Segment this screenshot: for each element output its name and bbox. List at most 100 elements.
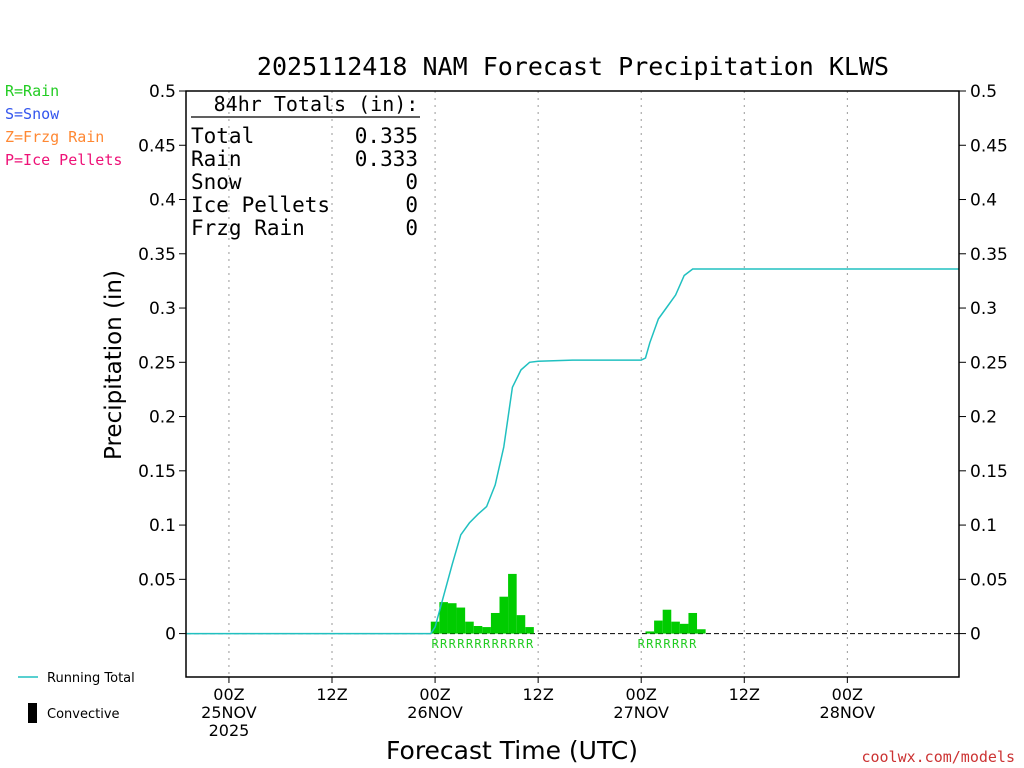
totals-row-label: Rain [191,147,242,171]
type-legend-item: R=Rain [5,82,59,100]
precip-type-mark: R [449,637,457,651]
precip-bar [482,627,491,634]
x-tick-label: 12Z [522,685,553,704]
y-tick-label-left: 0 [165,625,176,645]
precip-bar [439,602,448,634]
y-tick-label-left: 0.25 [138,353,176,373]
y-axis-label: Precipitation (in) [101,270,127,460]
y-tick-label-left: 0.1 [149,516,176,536]
precip-type-mark: R [509,637,517,651]
precip-type-legend: R=Rain S=Snow Z=Frzg Rain P=Ice Pellets [5,82,122,169]
y-tick-label-right: 0.25 [970,353,1008,373]
x-tick-label: 27NOV [613,703,669,722]
precip-type-mark: R [681,637,689,651]
y-tick-label-left: 0.3 [149,299,176,319]
credit-text: coolwx.com/models [861,748,1015,766]
precip-bar [688,612,698,634]
x-axis-label: Forecast Time (UTC) [386,736,638,765]
y-tick-label-left: 0.5 [149,82,176,102]
precip-bar [456,607,466,634]
precip-bar [508,573,517,634]
precip-bar [499,596,509,634]
precip-bar [447,603,457,634]
type-legend-item: P=Ice Pellets [5,151,122,169]
x-tick-label: 00Z [213,685,244,704]
totals-row-value: 0 [405,193,418,217]
precip-type-mark: R [492,637,500,651]
y-tick-label-left: 0.35 [138,245,176,265]
precip-bar [465,621,474,634]
x-tick-label: 25NOV [201,703,257,722]
precip-type-mark: R [500,637,508,651]
precip-type-mark: R [483,637,491,651]
x-tick-label: 00Z [832,685,863,704]
y-tick-label-right: 0.3 [970,299,997,319]
totals-row-value: 0 [405,216,418,240]
y-tick-label-right: 0.4 [970,191,997,211]
precip-type-mark: R [474,637,482,651]
precip-bar [473,625,483,634]
y-tick-label-left: 0.05 [138,570,176,590]
precip-bar [697,629,706,634]
x-tick-label: 2025 [209,721,250,740]
x-tick-label: 00Z [626,685,657,704]
totals-row-label: Total [191,124,254,148]
running-total-line [186,268,959,635]
precip-type-mark: R [526,637,534,651]
y-axis-right: 0 0.05 0.1 0.15 0.2 0.25 0.3 0.35 0.4 0.45 0.5 [959,82,1008,645]
precip-bar [654,620,663,634]
y-axis-left: 0 0.05 0.1 0.15 0.2 0.25 0.3 0.35 0.4 0.45 0.5 [138,82,186,645]
y-tick-label-left: 0.45 [138,136,176,156]
y-tick-label-right: 0.5 [970,82,997,102]
precip-bar [525,627,534,634]
precip-bar [645,631,655,634]
y-tick-label-right: 0.35 [970,245,1008,265]
x-tick-label: 26NOV [407,703,463,722]
y-tick-label-right: 0.05 [970,570,1008,590]
type-legend-item: Z=Frzg Rain [5,128,104,146]
totals-row-value: 0.333 [355,147,418,171]
precip-bar [679,623,689,634]
totals-heading: 84hr Totals (in): [214,92,419,116]
totals-row-label: Frzg Rain [191,216,305,240]
y-tick-label-left: 0.15 [138,462,176,482]
series-legend-label: Convective [47,707,120,722]
y-tick-label-left: 0.4 [149,191,176,211]
precip-type-mark: R [672,637,680,651]
series-legend-label: Running Total [47,671,135,686]
series-legend: Running Total Convective [18,671,135,723]
legend-bar-swatch [28,703,37,723]
precip-type-mark: R [466,637,474,651]
totals-row-label: Ice Pellets [191,193,330,217]
y-tick-label-right: 0.2 [970,408,997,428]
precip-type-mark: R [440,637,448,651]
totals-row-label: Snow [191,170,242,194]
x-tick-label: 28NOV [820,703,876,722]
running-total-series [186,268,959,635]
precip-bar [671,621,680,634]
precip-type-mark: R [638,637,646,651]
x-tick-label: 12Z [316,685,347,704]
precip-type-mark: R [517,637,525,651]
y-tick-label-right: 0 [970,625,981,645]
x-tick-label: 12Z [729,685,760,704]
precip-type-mark: R [431,637,439,651]
precip-type-mark: R [646,637,654,651]
totals-row-value: 0.335 [355,124,418,148]
chart-title: 2025112418 NAM Forecast Precipitation KL… [257,52,889,81]
precip-type-mark: R [663,637,671,651]
totals-row-value: 0 [405,170,418,194]
precip-bar [490,612,500,634]
type-legend-item: S=Snow [5,105,60,123]
hourly-precip-bars [430,573,706,634]
y-tick-label-right: 0.15 [970,462,1008,482]
x-tick-label: 00Z [419,685,450,704]
precip-type-mark: R [457,637,465,651]
y-tick-label-right: 0.1 [970,516,997,536]
precip-bar [516,615,526,634]
y-tick-label-right: 0.45 [970,136,1008,156]
totals-box: 84hr Totals (in): Total 0.335 Rain 0.333 Sno… [191,92,420,240]
